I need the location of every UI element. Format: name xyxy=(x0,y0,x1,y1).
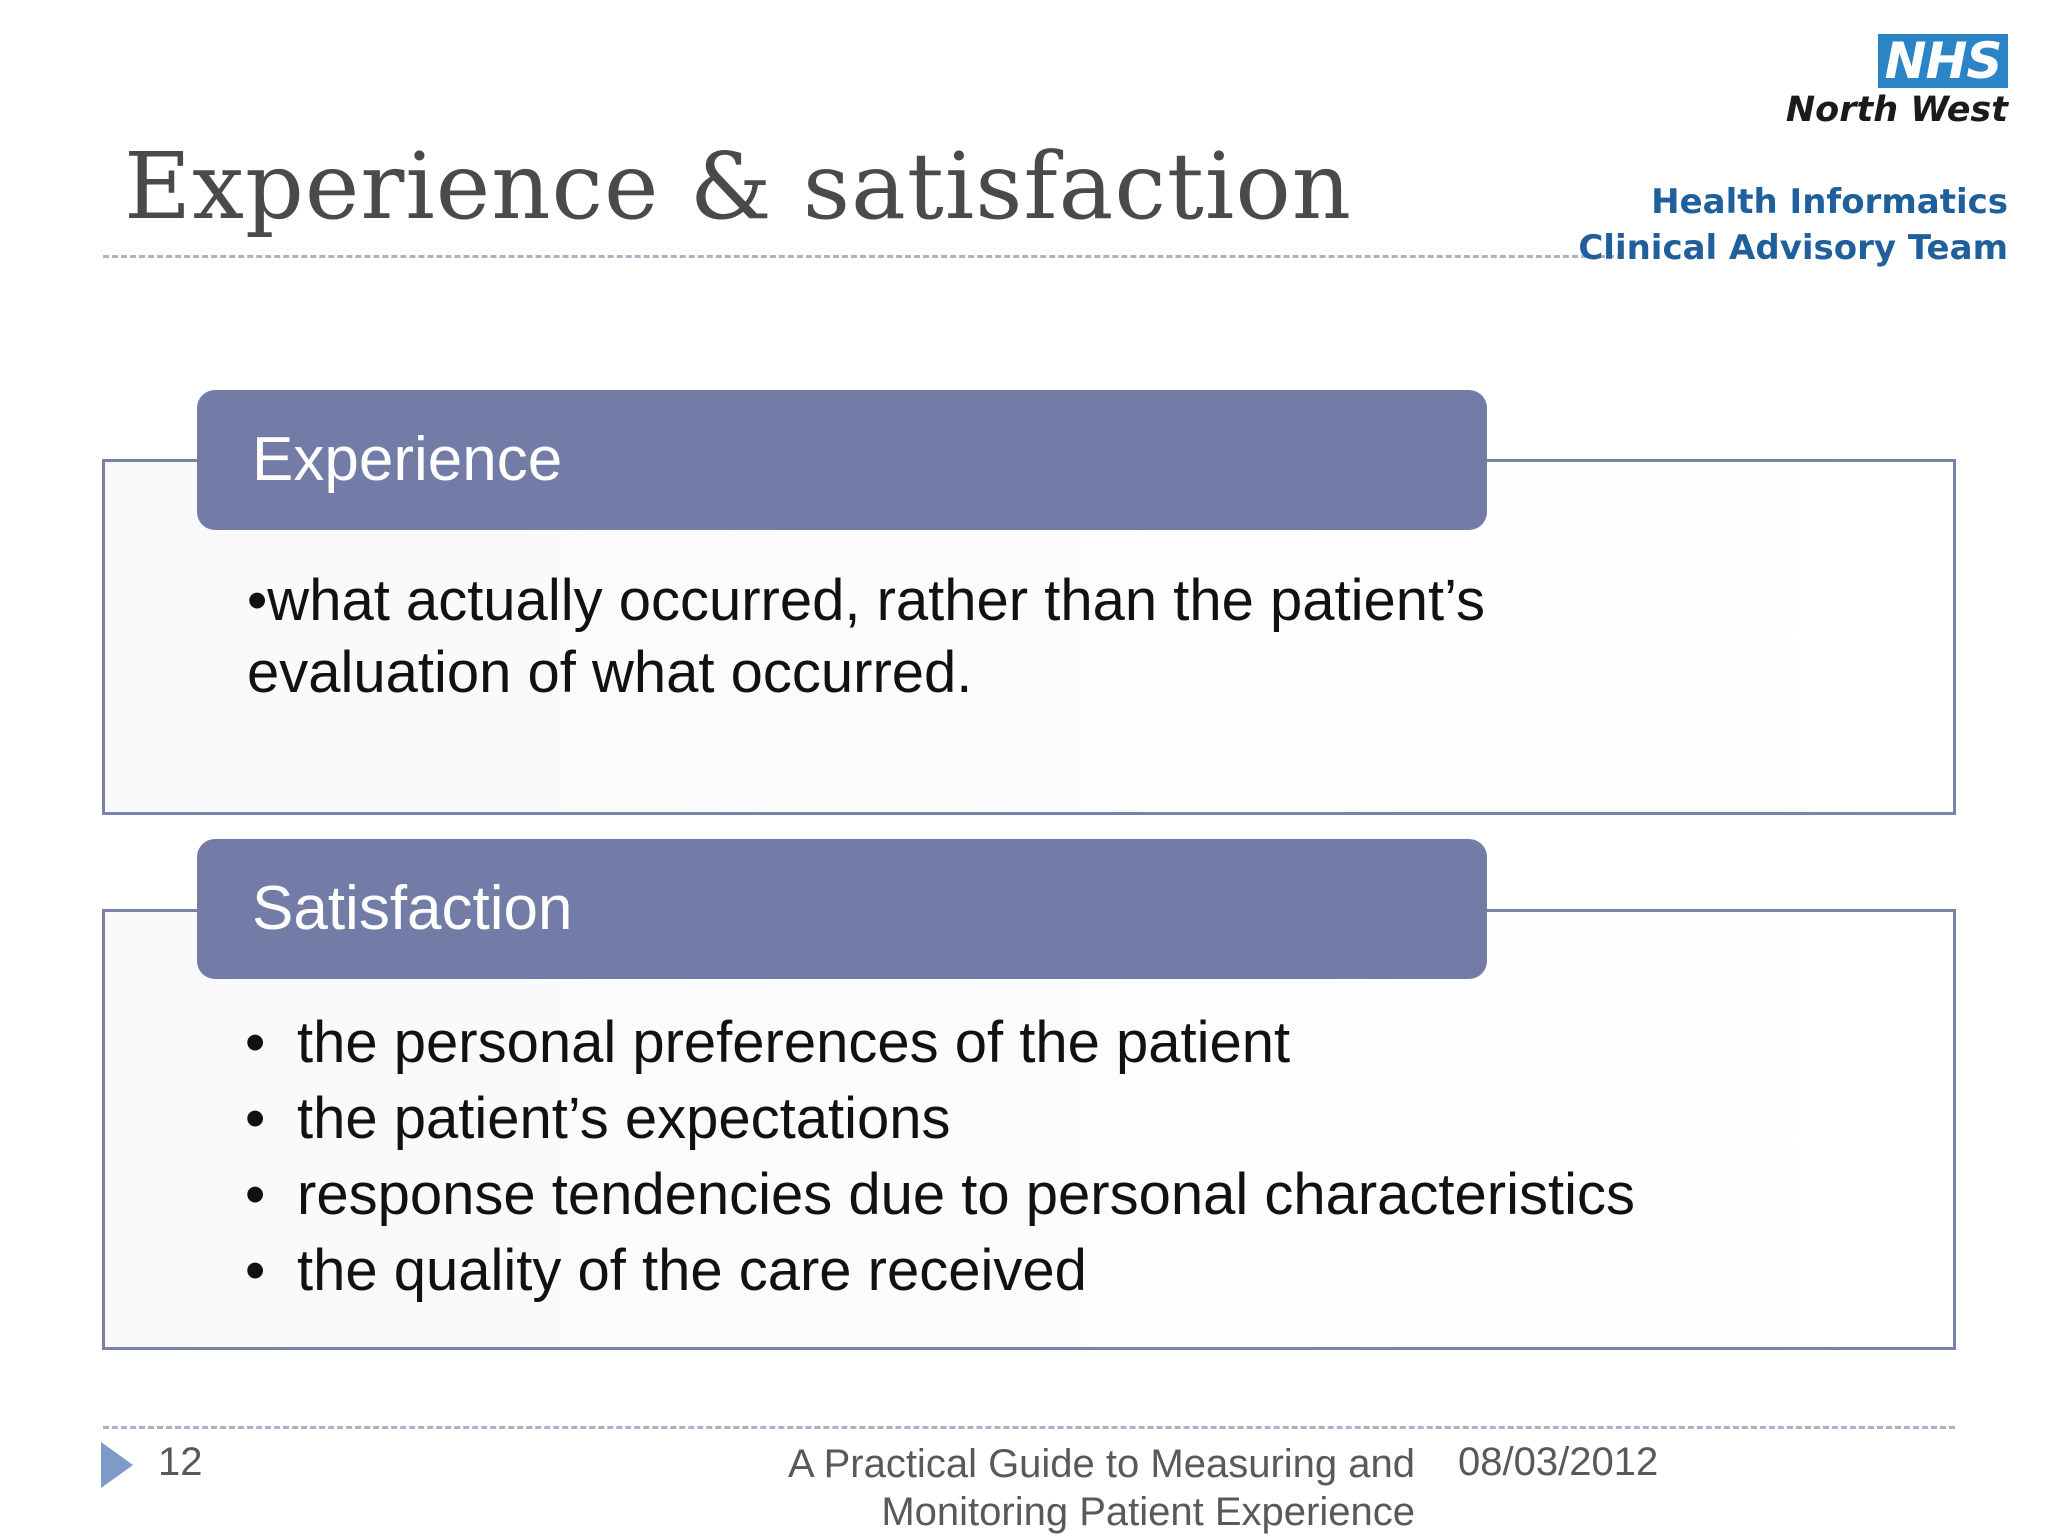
footer-date: 08/03/2012 xyxy=(1458,1440,1659,1484)
slide-title: Experience & satisfaction xyxy=(124,133,1352,240)
satisfaction-factor-list: the personal preferences of the patient … xyxy=(245,1005,1635,1309)
experience-description: •what actually occurred, rather than the… xyxy=(247,568,1485,705)
experience-heading: Experience xyxy=(197,390,1487,530)
nhs-logo: NHS xyxy=(1878,34,2008,88)
footer-document-title: A Practical Guide to Measuring and Monit… xyxy=(788,1440,1415,1536)
list-item: the quality of the care received xyxy=(245,1233,1635,1309)
list-item: response tendencies due to personal char… xyxy=(245,1157,1635,1233)
footer-title-line1: A Practical Guide to Measuring and xyxy=(787,1442,1415,1486)
team-name-line2: Clinical Advisory Team xyxy=(1578,228,2008,268)
satisfaction-heading: Satisfaction xyxy=(197,839,1487,979)
footer-title-line2: Monitoring Patient Experience xyxy=(881,1490,1415,1534)
list-item: the personal preferences of the patient xyxy=(245,1005,1635,1081)
triangle-bullet-icon xyxy=(101,1442,133,1488)
title-divider xyxy=(103,255,1623,258)
list-item: the patient’s expectations xyxy=(245,1081,1635,1157)
page-number: 12 xyxy=(158,1440,203,1484)
nhs-region-label: North West xyxy=(1785,90,2008,130)
footer-divider xyxy=(103,1426,1955,1429)
team-name-line1: Health Informatics xyxy=(1651,182,2008,222)
